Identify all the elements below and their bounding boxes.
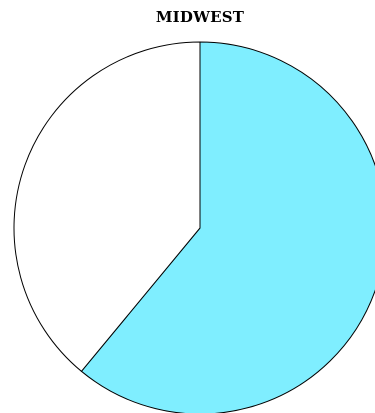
pie-slices (13, 41, 375, 413)
pie-slice-2 (13, 41, 201, 373)
chart-title: MIDWEST (155, 8, 245, 26)
